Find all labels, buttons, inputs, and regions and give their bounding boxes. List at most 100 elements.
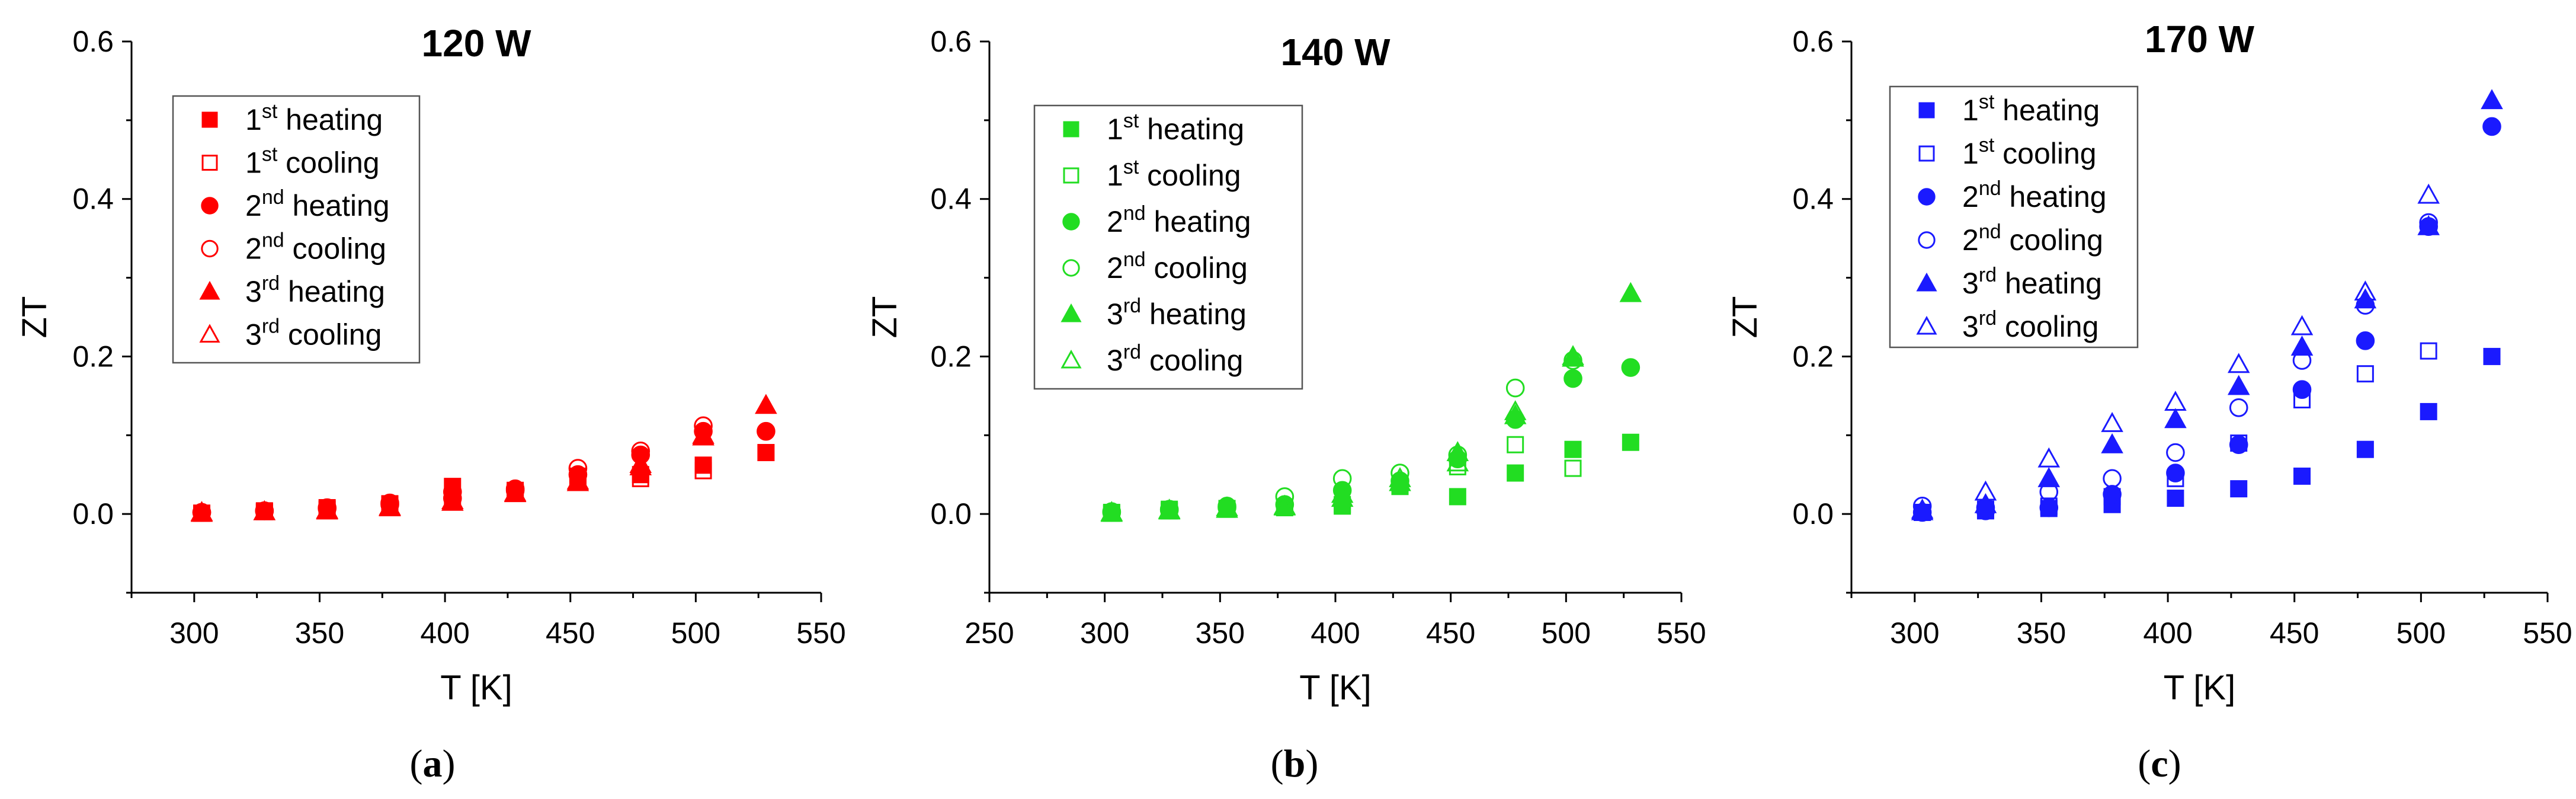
data-point <box>2483 347 2501 365</box>
data-point <box>757 444 775 462</box>
data-point <box>2356 440 2374 458</box>
y-tick-label: 0.2 <box>72 340 114 373</box>
legend-box <box>1033 104 1303 390</box>
x-tick-label: 550 <box>2523 616 2572 650</box>
data-point <box>2166 443 2185 462</box>
x-tick-label: 300 <box>1890 616 1939 650</box>
legend-entry: 1st cooling <box>245 143 380 180</box>
legend-entry: 1st cooling <box>1962 134 2097 170</box>
legend-marker <box>201 155 218 171</box>
x-tick-label: 450 <box>1426 616 1475 650</box>
data-point <box>1562 346 1584 367</box>
legend-entry: 2nd heating <box>1107 202 1251 238</box>
data-point <box>1446 451 1469 472</box>
data-point <box>1389 467 1411 487</box>
data-point <box>2103 469 2122 488</box>
data-point <box>2229 398 2248 417</box>
data-point <box>2037 447 2061 468</box>
x-tick-label: 350 <box>295 616 344 650</box>
series-1st-heating <box>193 444 775 522</box>
data-point <box>757 421 776 441</box>
x-tick-label: 400 <box>420 616 469 650</box>
data-point <box>2482 117 2501 136</box>
data-point <box>629 455 652 475</box>
legend-entry: 1st cooling <box>1107 156 1241 192</box>
legend-entry: 2nd heating <box>245 186 390 222</box>
data-point <box>1504 400 1527 420</box>
legend-marker <box>199 280 220 300</box>
legend-entry: 2nd cooling <box>1107 248 1248 285</box>
x-axis-title: T [K] <box>440 669 512 707</box>
data-point <box>2164 408 2187 429</box>
data-point <box>2103 485 2122 504</box>
data-point <box>1449 488 1466 506</box>
x-axis-title: T [K] <box>2164 669 2235 707</box>
y-tick-label: 0.4 <box>1792 183 1834 216</box>
x-tick-label: 500 <box>1542 616 1591 650</box>
series-3rd-cooling <box>1100 345 1584 522</box>
legend-marker <box>1916 272 1937 292</box>
x-tick-label: 250 <box>965 616 1014 650</box>
legend-entry: 2nd cooling <box>1962 220 2103 257</box>
data-point <box>2420 402 2437 420</box>
legend-marker <box>1918 188 1936 206</box>
y-tick-label: 0.0 <box>72 497 114 530</box>
y-axis-title: ZT <box>866 296 904 338</box>
legend-entry: 3rd heating <box>1107 295 1247 331</box>
y-tick-label: 0.6 <box>72 25 114 58</box>
data-point <box>2037 467 2061 487</box>
panel-label: (c) <box>2138 742 2181 785</box>
data-point <box>694 456 712 474</box>
data-point <box>2101 433 2123 453</box>
legend-marker <box>1060 349 1082 369</box>
chart-title: 120 W <box>422 22 532 65</box>
x-tick-label: 500 <box>2396 616 2446 650</box>
legend-entry: 3rd cooling <box>245 315 382 351</box>
data-point <box>694 462 712 480</box>
series-3rd-cooling <box>190 423 715 522</box>
data-point <box>1505 378 1525 398</box>
x-tick-label: 350 <box>2017 616 2066 650</box>
legend-entry: 3rd cooling <box>1962 307 2098 343</box>
data-point <box>692 423 715 444</box>
data-point <box>2292 380 2312 400</box>
data-point <box>1622 433 1639 451</box>
series-2nd-heating <box>1912 117 2501 522</box>
series-3rd-heating <box>1911 89 2503 520</box>
legend-marker <box>1063 121 1079 138</box>
y-tick-label: 0.2 <box>930 340 972 373</box>
data-point <box>1158 499 1181 520</box>
data-point <box>1507 464 1524 482</box>
data-point <box>1507 436 1524 453</box>
legend: 1st heating 1st cooling 2nd heating 2nd coo… <box>1033 104 1303 390</box>
legend-marker <box>1916 315 1937 335</box>
data-point <box>2417 215 2440 235</box>
data-point <box>1564 459 1582 477</box>
legend-marker <box>1062 213 1080 231</box>
legend-entry: 3rd heating <box>245 272 385 308</box>
legend-marker <box>1918 231 1936 249</box>
y-tick-label: 0.2 <box>1792 340 1834 373</box>
x-tick-label: 400 <box>2143 616 2192 650</box>
y-tick-label: 0.0 <box>930 497 972 530</box>
legend-marker <box>1063 167 1079 184</box>
x-tick-label: 450 <box>546 616 595 650</box>
y-axis-title: ZT <box>15 296 54 338</box>
data-point <box>2356 365 2374 383</box>
legend-entry: 2nd heating <box>1962 177 2107 213</box>
y-axis-title: ZT <box>1726 296 1764 338</box>
series-3rd-heating <box>190 394 777 521</box>
data-point <box>2039 498 2059 517</box>
chart-panel-2: 0.0 0.2 0.4 0.6 250 300 350 400 450 500 550 T [K] ZT… <box>866 25 1706 785</box>
legend-entry: 3rd cooling <box>1107 341 1243 377</box>
data-point <box>1562 345 1584 365</box>
y-tick-label: 0.6 <box>930 25 972 58</box>
data-point <box>1619 282 1642 302</box>
data-point <box>1621 358 1641 377</box>
x-tick-label: 500 <box>671 616 720 650</box>
series-1st-heating <box>1914 347 2501 521</box>
legend-box <box>1889 85 2139 349</box>
data-point <box>1563 369 1582 388</box>
data-point <box>2227 353 2250 373</box>
x-tick-label: 450 <box>2270 616 2319 650</box>
